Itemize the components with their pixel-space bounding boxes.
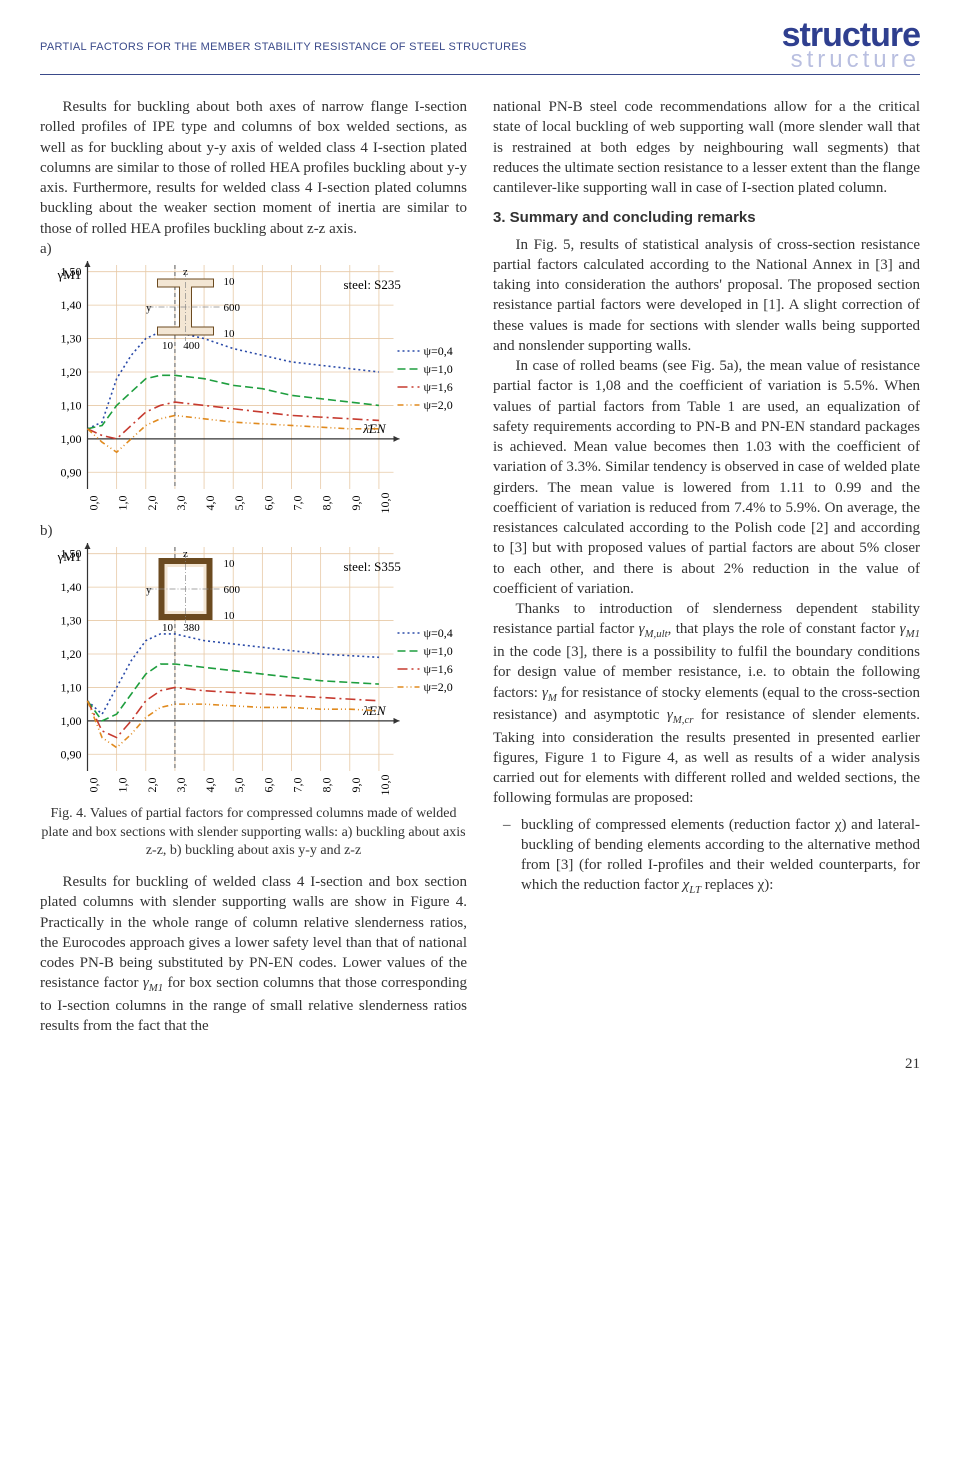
svg-text:ψ=2,0: ψ=2,0	[424, 680, 453, 694]
svg-text:1,00: 1,00	[61, 432, 82, 446]
svg-text:2,0: 2,0	[145, 496, 159, 511]
svg-text:y: y	[146, 302, 152, 314]
fig-4-caption: Fig. 4. Values of partial factors for co…	[40, 805, 467, 860]
gamma-mult-symbol: γM,ult	[639, 621, 668, 637]
fig-label-b: b)	[40, 521, 467, 541]
brand-logo: structure structure	[782, 20, 920, 70]
bullet-dash-icon: –	[503, 815, 511, 835]
running-title: PARTIAL FACTORS FOR THE MEMBER STABILITY…	[40, 20, 527, 55]
right-column: national PN-B steel code recommendations…	[493, 97, 920, 1036]
right-para-3: In case of rolled beams (see Fig. 5a), t…	[493, 356, 920, 599]
svg-text:1,20: 1,20	[61, 365, 82, 379]
svg-text:4,0: 4,0	[203, 778, 217, 793]
svg-text:1,10: 1,10	[61, 681, 82, 695]
chart-b: 0,901,001,101,201,301,401,500,01,02,03,0…	[40, 541, 467, 801]
svg-text:10,0: 10,0	[378, 775, 392, 796]
svg-text:6,0: 6,0	[261, 496, 275, 511]
chart-a: 0,901,001,101,201,301,401,500,01,02,03,0…	[40, 259, 467, 519]
svg-text:0,0: 0,0	[87, 496, 101, 511]
svg-text:1,0: 1,0	[116, 778, 130, 793]
svg-text:5,0: 5,0	[232, 496, 246, 511]
svg-text:380: 380	[183, 622, 200, 634]
svg-text:ψ=1,0: ψ=1,0	[424, 362, 453, 376]
svg-text:steel: S355: steel: S355	[344, 559, 401, 574]
svg-text:600: 600	[224, 584, 241, 596]
svg-text:ψ=2,0: ψ=2,0	[424, 398, 453, 412]
svg-text:steel: S235: steel: S235	[344, 277, 401, 292]
svg-text:10: 10	[224, 276, 236, 288]
svg-text:10: 10	[162, 622, 174, 634]
svg-text:10: 10	[224, 610, 236, 622]
brand-bot: structure	[782, 49, 920, 71]
svg-text:10: 10	[224, 328, 236, 340]
gamma-m-symbol: γM	[542, 685, 557, 701]
right-para-2: In Fig. 5, results of statistical analys…	[493, 235, 920, 357]
page-header: PARTIAL FACTORS FOR THE MEMBER STABILITY…	[40, 20, 920, 75]
svg-text:600: 600	[224, 302, 241, 314]
svg-text:1,40: 1,40	[61, 581, 82, 595]
svg-text:10: 10	[224, 558, 236, 570]
svg-text:γM1: γM1	[57, 549, 82, 564]
svg-text:ψ=1,6: ψ=1,6	[424, 662, 453, 676]
svg-text:3,0: 3,0	[174, 496, 188, 511]
left-column: Results for buckling about both axes of …	[40, 97, 467, 1036]
svg-text:1,40: 1,40	[61, 298, 82, 312]
bullet-1: – buckling of compressed elements (reduc…	[493, 815, 920, 898]
left-para-1: Results for buckling about both axes of …	[40, 97, 467, 239]
svg-text:6,0: 6,0	[261, 778, 275, 793]
svg-text:10,0: 10,0	[378, 493, 392, 514]
svg-text:1,30: 1,30	[61, 614, 82, 628]
svg-text:ψ=1,0: ψ=1,0	[424, 644, 453, 658]
right-para-1: national PN-B steel code recommendations…	[493, 97, 920, 198]
bullet-1b: replaces χ):	[701, 877, 773, 893]
fig-label-a: a)	[40, 239, 467, 259]
svg-text:400: 400	[183, 340, 200, 352]
svg-text:7,0: 7,0	[291, 778, 305, 793]
svg-text:1,10: 1,10	[61, 399, 82, 413]
gamma-m1-symbol-2: γM1	[900, 621, 920, 637]
svg-text:1,20: 1,20	[61, 647, 82, 661]
right-para-4: Thanks to introduction of slenderness de…	[493, 599, 920, 808]
svg-text:ψ=1,6: ψ=1,6	[424, 380, 453, 394]
left-para-2: Results for buckling of welded class 4 I…	[40, 872, 467, 1036]
svg-text:9,0: 9,0	[349, 496, 363, 511]
svg-text:y: y	[146, 584, 152, 596]
svg-text:0,0: 0,0	[87, 778, 101, 793]
svg-text:2,0: 2,0	[145, 778, 159, 793]
svg-text:ψ=0,4: ψ=0,4	[424, 626, 453, 640]
svg-text:8,0: 8,0	[320, 496, 334, 511]
page-number: 21	[40, 1054, 920, 1074]
gamma-m1-symbol: γM1	[143, 975, 163, 991]
right-para-4b: , that plays the role of constant factor	[668, 621, 900, 637]
svg-text:0,90: 0,90	[61, 748, 82, 762]
svg-text:0,90: 0,90	[61, 465, 82, 479]
section-3-heading: 3. Summary and concluding remarks	[493, 208, 920, 228]
svg-text:1,30: 1,30	[61, 332, 82, 346]
svg-text:7,0: 7,0	[291, 496, 305, 511]
svg-text:9,0: 9,0	[349, 778, 363, 793]
svg-text:1,00: 1,00	[61, 714, 82, 728]
svg-text:10: 10	[162, 340, 174, 352]
left-para-2a: Results for buckling of welded class 4 I…	[40, 874, 467, 991]
chi-lt-symbol: χLT	[683, 877, 701, 893]
svg-text:1,0: 1,0	[116, 496, 130, 511]
svg-text:ψ=0,4: ψ=0,4	[424, 344, 453, 358]
svg-text:8,0: 8,0	[320, 778, 334, 793]
svg-text:γM1: γM1	[57, 267, 82, 282]
svg-text:5,0: 5,0	[232, 778, 246, 793]
svg-text:3,0: 3,0	[174, 778, 188, 793]
svg-text:4,0: 4,0	[203, 496, 217, 511]
gamma-mcr-symbol: γM,cr	[667, 707, 694, 723]
